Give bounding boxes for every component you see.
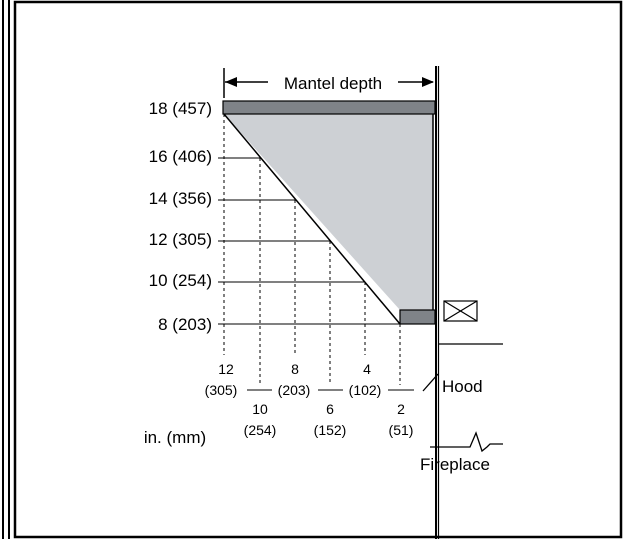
depth-8-mm: (203) xyxy=(278,382,311,398)
clearance-area xyxy=(224,114,433,310)
depth-2-in: 2 xyxy=(397,401,405,417)
clearance-labels: 18 (457) 16 (406) 14 (356) 12 (305) 10 (… xyxy=(149,99,212,334)
wall-line xyxy=(435,66,440,539)
label-18: 18 (457) xyxy=(149,99,212,118)
depth-10-in: 10 xyxy=(252,401,268,417)
depth-2-mm: (51) xyxy=(389,422,414,438)
label-14: 14 (356) xyxy=(149,189,212,208)
fireplace-label: Fireplace xyxy=(420,455,490,474)
clearance-guides xyxy=(218,157,400,325)
fireplace-shape xyxy=(430,431,503,453)
clearance-slope-line xyxy=(223,113,401,325)
depth-8-in: 8 xyxy=(291,361,299,377)
hood-shape xyxy=(422,343,503,392)
depth-10-mm: (254) xyxy=(244,422,277,438)
label-12: 12 (305) xyxy=(149,230,212,249)
checkbox-cross-icon xyxy=(443,300,478,322)
mantel-bar-top xyxy=(222,100,436,115)
hood-label: Hood xyxy=(442,377,483,396)
depth-4-in: 4 xyxy=(363,361,371,377)
depth-4-mm: (102) xyxy=(349,382,382,398)
label-16: 16 (406) xyxy=(149,147,212,166)
depth-6-in: 6 xyxy=(326,401,334,417)
depth-6-mm: (152) xyxy=(314,422,347,438)
mantel-bar-bottom xyxy=(399,309,436,325)
depth-guides xyxy=(223,114,401,385)
units-label: in. (mm) xyxy=(144,428,206,447)
depth-labels: 12 (305) 10 (254) 8 (203) 6 (152) 4 (102… xyxy=(205,361,414,438)
mantel-depth-dimension: Mantel depth xyxy=(223,68,434,98)
label-8: 8 (203) xyxy=(158,315,212,334)
mantel-depth-label: Mantel depth xyxy=(284,74,382,93)
label-10: 10 (254) xyxy=(149,271,212,290)
depth-12-mm: (305) xyxy=(205,382,238,398)
depth-12-in: 12 xyxy=(218,361,234,377)
